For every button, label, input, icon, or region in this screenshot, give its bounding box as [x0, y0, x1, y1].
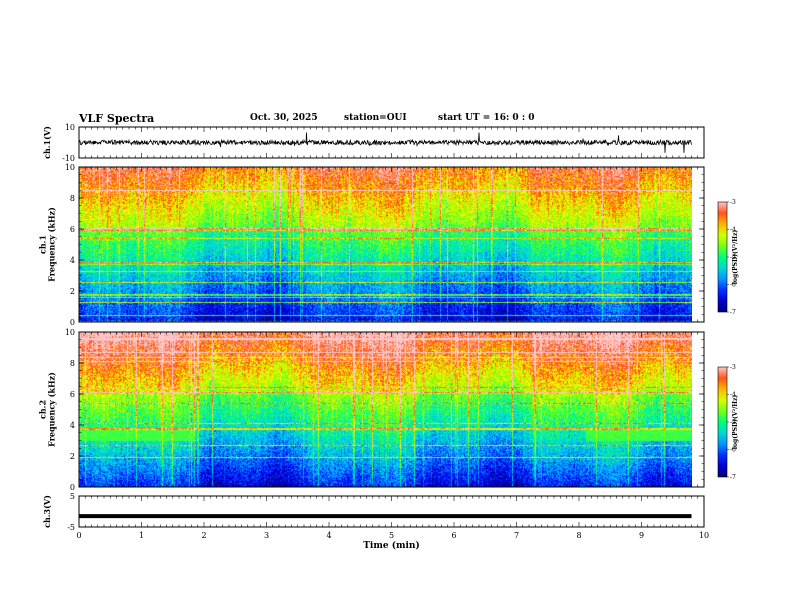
x-tick-label: 5 — [389, 531, 394, 540]
colorbar-tick-label: -6 — [730, 447, 736, 454]
x-tick-label: 3 — [264, 531, 269, 540]
colorbar-tick-label: -3 — [730, 199, 736, 206]
chart-title: VLF Spectra — [79, 112, 155, 125]
ch1-spectrogram-ylabel: Frequency (kHz) — [47, 207, 57, 282]
ch2-spectrogram-ylabel: Frequency (kHz) — [47, 372, 57, 447]
x-tick-label: 10 — [699, 531, 709, 540]
y-tick-label: 0 — [70, 483, 75, 492]
x-tick-label: 4 — [326, 531, 331, 540]
y-tick-label: 2 — [70, 452, 75, 461]
x-tick-label: 2 — [201, 531, 206, 540]
colorbar-tick-label: -4 — [730, 227, 736, 234]
x-tick-label: 9 — [639, 531, 644, 540]
ch2-spectrogram-colorbar — [717, 366, 728, 478]
ch1-spectrogram-image — [79, 167, 692, 322]
ch1-spectrogram-ylabel: ch.1 — [38, 235, 48, 254]
colorbar-tick-label: -7 — [730, 474, 736, 481]
y-tick-label: 8 — [70, 194, 75, 203]
date-label: Oct. 30, 2025 — [250, 113, 318, 123]
y-tick-label: 5 — [70, 492, 75, 501]
y-tick-label: 10 — [65, 328, 75, 337]
ch1-spectrogram-colorbar — [717, 201, 728, 313]
y-tick-label: 10 — [65, 123, 75, 132]
ch3-waveform-ylabel: ch.3(V) — [42, 495, 52, 528]
colorbar-tick-label: -5 — [730, 254, 736, 261]
y-tick-label: 8 — [70, 359, 75, 368]
x-tick-label: 7 — [514, 531, 519, 540]
ch1-spectrogram-colorbar-label: log(PSD)(V²/Hz) — [732, 230, 739, 285]
colorbar-tick-label: -4 — [730, 392, 736, 399]
ch1-trace — [78, 132, 692, 153]
y-tick-label: 0 — [70, 318, 75, 327]
y-tick-label: -5 — [67, 523, 75, 532]
y-tick-label: 4 — [70, 256, 75, 265]
colorbar-tick-label: -5 — [730, 419, 736, 426]
x-axis-label: Time (min) — [363, 540, 420, 551]
ch2-spectrogram-colorbar-label: log(PSD)(V²/Hz) — [732, 395, 739, 450]
station-label: station=OUI — [344, 113, 407, 123]
y-tick-label: 2 — [70, 287, 75, 296]
y-tick-label: -10 — [62, 154, 75, 163]
x-tick-label: 0 — [76, 531, 81, 540]
ch1-waveform-ylabel: ch.1(V) — [42, 126, 52, 159]
ch2-spectrogram-image — [79, 332, 692, 487]
colorbar-tick-label: -3 — [730, 364, 736, 371]
colorbar-tick-label: -7 — [730, 309, 736, 316]
x-tick-label: 1 — [139, 531, 144, 540]
y-tick-label: 6 — [70, 390, 75, 399]
y-tick-label: 6 — [70, 225, 75, 234]
ch2-spectrogram-ylabel: ch.2 — [38, 400, 48, 419]
y-tick-label: 4 — [70, 421, 75, 430]
start-time-label: start UT = 16: 0 : 0 — [438, 113, 535, 123]
y-tick-label: 10 — [65, 163, 75, 172]
x-tick-label: 6 — [451, 531, 456, 540]
colorbar-tick-label: -6 — [730, 282, 736, 289]
x-tick-label: 8 — [576, 531, 581, 540]
